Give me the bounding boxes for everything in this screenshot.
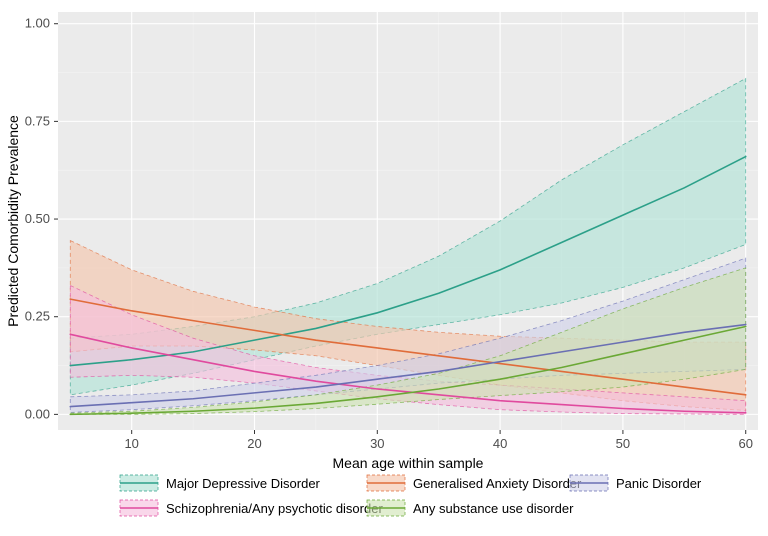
y-tick-label: 0.25 (25, 309, 50, 324)
x-tick-label: 30 (370, 436, 384, 451)
x-tick-label: 40 (493, 436, 507, 451)
chart-svg: 10 20 30 40 50 60 0.00 0.25 0.50 0.75 1.00 Mean age… (0, 0, 768, 536)
y-tick-label: 1.00 (25, 16, 50, 31)
legend-item-panic: Panic Disorder (570, 475, 702, 491)
x-tick-label: 20 (247, 436, 261, 451)
legend-item-mdd: Major Depressive Disorder (120, 475, 321, 491)
x-tick-label: 60 (738, 436, 752, 451)
legend-label: Panic Disorder (616, 476, 702, 491)
x-tick-label: 50 (616, 436, 630, 451)
chart-container: 10 20 30 40 50 60 0.00 0.25 0.50 0.75 1.00 Mean age… (0, 0, 768, 536)
legend-label: Schizophrenia/Any psychotic disorder (166, 501, 383, 516)
legend-label: Any substance use disorder (413, 501, 574, 516)
legend-label: Major Depressive Disorder (166, 476, 321, 491)
legend-label: Generalised Anxiety Disorder (413, 476, 582, 491)
y-axis-label: Predicted Comorbidity Prevalence (5, 115, 21, 327)
x-tick-label: 10 (124, 436, 138, 451)
x-axis-label: Mean age within sample (333, 455, 484, 471)
legend-item-scz: Schizophrenia/Any psychotic disorder (120, 500, 383, 516)
y-tick-label: 0.75 (25, 113, 50, 128)
y-tick-label: 0.50 (25, 211, 50, 226)
legend-item-gad: Generalised Anxiety Disorder (367, 475, 582, 491)
y-tick-label: 0.00 (25, 406, 50, 421)
legend-item-sub: Any substance use disorder (367, 500, 574, 516)
